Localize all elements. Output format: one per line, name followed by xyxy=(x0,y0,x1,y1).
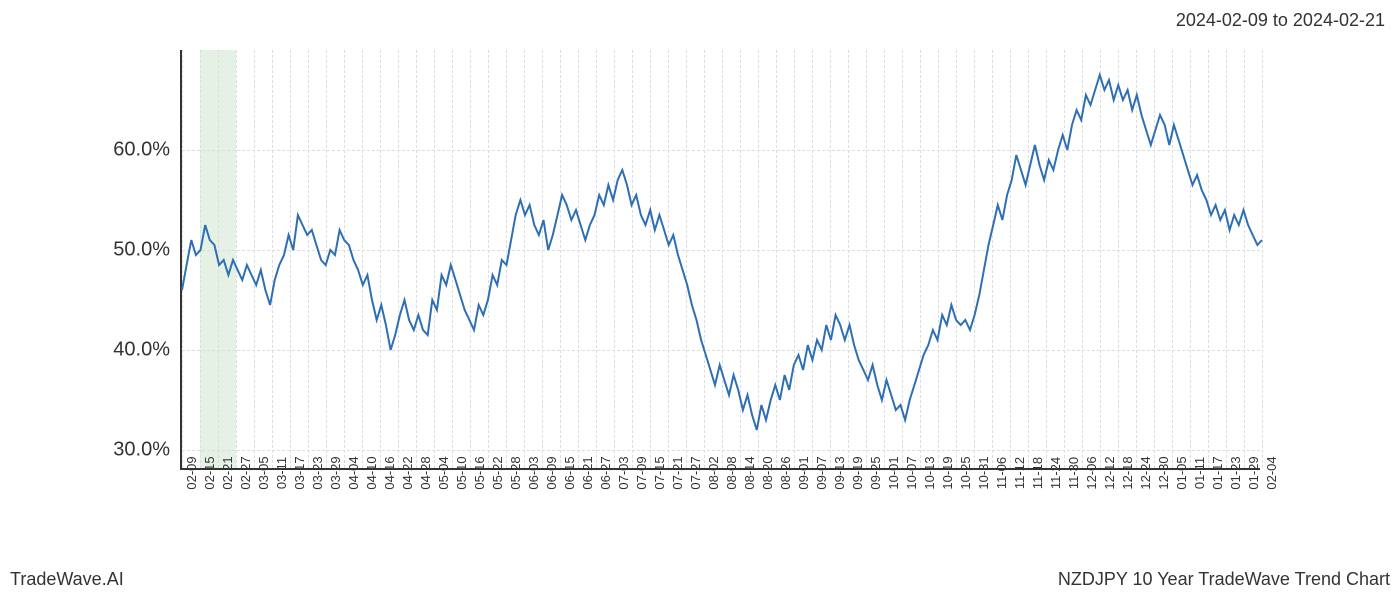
xtick-label: 04-28 xyxy=(418,456,433,489)
xtick-label: 08-26 xyxy=(778,456,793,489)
xtick-label: 12-06 xyxy=(1084,456,1099,489)
xtick-label: 11-30 xyxy=(1066,457,1081,489)
xtick-label: 06-03 xyxy=(526,456,541,489)
xtick-label: 05-10 xyxy=(454,456,469,489)
trend-chart xyxy=(180,50,1260,470)
xtick-label: 01-29 xyxy=(1246,456,1261,489)
xtick-label: 11-06 xyxy=(994,457,1009,489)
xtick-label: 11-18 xyxy=(1030,457,1045,489)
xtick-label: 02-27 xyxy=(238,456,253,489)
xtick-label: 06-27 xyxy=(598,456,613,489)
xtick-label: 07-09 xyxy=(634,456,649,489)
xtick-label: 10-13 xyxy=(922,456,937,489)
xtick-label: 06-15 xyxy=(562,456,577,489)
ytick-label: 40.0% xyxy=(90,339,170,362)
xtick-label: 01-05 xyxy=(1174,456,1189,489)
xtick-label: 10-25 xyxy=(958,456,973,489)
xtick-label: 05-16 xyxy=(472,456,487,489)
xtick-label: 04-10 xyxy=(364,456,379,489)
xtick-label: 09-13 xyxy=(832,456,847,489)
xtick-label: 08-14 xyxy=(742,456,757,489)
chart-line-svg xyxy=(182,50,1262,470)
xtick-label: 12-18 xyxy=(1120,456,1135,489)
xtick-label: 02-04 xyxy=(1264,456,1279,489)
xtick-label: 09-01 xyxy=(796,456,811,489)
xtick-label: 08-08 xyxy=(724,456,739,489)
chart-title-label: NZDJPY 10 Year TradeWave Trend Chart xyxy=(1058,569,1390,590)
xtick-label: 03-29 xyxy=(328,456,343,489)
xtick-label: 08-02 xyxy=(706,456,721,489)
xtick-label: 11-24 xyxy=(1048,457,1063,489)
xtick-label: 06-09 xyxy=(544,456,559,489)
ytick-label: 30.0% xyxy=(90,439,170,462)
xtick-label: 02-15 xyxy=(202,456,217,489)
xtick-label: 05-04 xyxy=(436,456,451,489)
xtick-label: 09-07 xyxy=(814,456,829,489)
trend-line xyxy=(182,75,1262,430)
xtick-label: 05-22 xyxy=(490,456,505,489)
xtick-label: 08-20 xyxy=(760,456,775,489)
xtick-label: 07-27 xyxy=(688,456,703,489)
xtick-label: 03-17 xyxy=(292,456,307,489)
xtick-label: 12-24 xyxy=(1138,456,1153,489)
ytick-label: 50.0% xyxy=(90,239,170,262)
date-range-label: 2024-02-09 to 2024-02-21 xyxy=(1176,10,1385,31)
xtick-label: 10-19 xyxy=(940,456,955,489)
xtick-label: 04-16 xyxy=(382,456,397,489)
xtick-label: 03-11 xyxy=(274,457,289,489)
xtick-label: 10-07 xyxy=(904,456,919,489)
xtick-label: 04-22 xyxy=(400,456,415,489)
brand-label: TradeWave.AI xyxy=(10,569,124,590)
xtick-label: 04-04 xyxy=(346,456,361,489)
xtick-label: 02-09 xyxy=(184,456,199,489)
xtick-label: 10-01 xyxy=(886,456,901,489)
xtick-label: 09-25 xyxy=(868,456,883,489)
xtick-label: 12-30 xyxy=(1156,456,1171,489)
xtick-label: 07-03 xyxy=(616,456,631,489)
xtick-label: 07-15 xyxy=(652,456,667,489)
xtick-label: 09-19 xyxy=(850,456,865,489)
xtick-label: 12-12 xyxy=(1102,456,1117,489)
xtick-label: 01-23 xyxy=(1228,456,1243,489)
xtick-label: 03-23 xyxy=(310,456,325,489)
xtick-label: 10-31 xyxy=(976,456,991,489)
xtick-label: 03-05 xyxy=(256,456,271,489)
xtick-label: 06-21 xyxy=(580,456,595,489)
xtick-label: 11-12 xyxy=(1012,457,1027,489)
xtick-label: 01-17 xyxy=(1210,456,1225,489)
xtick-label: 07-21 xyxy=(670,456,685,489)
xtick-label: 01-11 xyxy=(1192,457,1207,489)
xtick-label: 02-21 xyxy=(220,456,235,489)
xtick-label: 05-28 xyxy=(508,456,523,489)
ytick-label: 60.0% xyxy=(90,139,170,162)
